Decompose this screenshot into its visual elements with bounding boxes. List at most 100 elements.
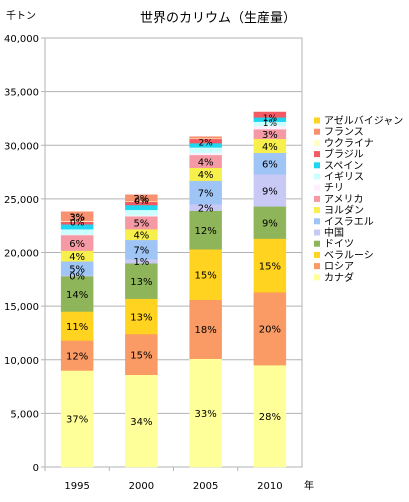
legend-swatch: [314, 229, 320, 236]
bar-segment: [125, 209, 158, 216]
bar-segment: [60, 340, 94, 371]
data-label: 12%: [66, 351, 88, 362]
bar-segment: [60, 211, 94, 222]
data-label: 15%: [195, 270, 217, 281]
legend-swatch: [314, 117, 320, 124]
bar-segment: [125, 262, 158, 299]
data-label: 37%: [66, 415, 88, 426]
data-label: 15%: [130, 350, 152, 361]
bar-segment: [125, 374, 158, 468]
legend-swatch: [314, 274, 320, 281]
data-label-extra: 2%: [198, 139, 213, 149]
bar-segment: [253, 111, 287, 118]
y-tick-label: 25,000: [4, 195, 39, 206]
bar-segment: [60, 311, 94, 341]
legend-swatch: [314, 207, 320, 214]
y-tick-label: 15,000: [4, 302, 39, 313]
legend-entry: ブラジル: [324, 148, 364, 161]
bar-segment: [60, 228, 94, 235]
legend: アゼルバイジャンフランスウクライナブラジルスペインイギリスチリアメリカヨルダンイ…: [314, 115, 403, 284]
y-tick-label: 35,000: [4, 88, 39, 99]
bar-segment: [253, 173, 287, 207]
data-label: 13%: [130, 277, 152, 288]
data-label: 15%: [259, 261, 281, 272]
legend-swatch: [314, 128, 320, 135]
bars-layer: [60, 111, 287, 468]
data-label-extra: 0%: [134, 197, 149, 207]
data-label: 0%: [69, 272, 85, 283]
data-label: 33%: [195, 409, 217, 420]
data-label-extra: 0%: [70, 219, 85, 229]
data-label-extra: 3%: [70, 214, 85, 224]
legend-swatch: [314, 184, 320, 191]
data-label: 28%: [259, 412, 281, 423]
legend-swatch: [314, 162, 320, 169]
bar-segment: [60, 275, 94, 312]
data-label: 2%: [198, 203, 214, 214]
data-label: 9%: [262, 186, 278, 197]
y-tick-label: 0: [33, 463, 39, 474]
x-tick-label: 2005: [193, 481, 218, 492]
data-label: 7%: [133, 245, 149, 256]
data-label-extra: 1%: [263, 119, 278, 129]
legend-entry: ウクライナ: [324, 137, 374, 149]
data-label: 12%: [195, 226, 217, 237]
bar-segment: [189, 152, 222, 156]
axis-layer: 0 5,000 10,000 15,000 20,000 25,000 30,000 35,0…: [4, 34, 283, 492]
legend-entry: ベラルーシ: [324, 249, 374, 261]
legend-entry: イスラエル: [324, 216, 374, 228]
legend-entry: カナダ: [324, 271, 354, 284]
legend-swatch: [314, 240, 320, 247]
data-label: 5%: [69, 264, 85, 275]
bar-labels-layer: 37%12%11%14%0%5%4%6%3%3%0%34%15%13%13%1%…: [66, 114, 281, 428]
x-tick-label: 2000: [129, 481, 154, 492]
bar-segment: [189, 136, 222, 139]
data-label: 11%: [66, 322, 88, 333]
bar-segment: [60, 370, 94, 468]
legend-swatch: [314, 173, 320, 180]
data-label: 4%: [198, 170, 214, 181]
legend-entry: アゼルバイジャン: [324, 115, 403, 127]
legend-entry: チリ: [324, 182, 344, 194]
y-tick-label: 40,000: [4, 34, 39, 45]
legend-entry: ロシア: [324, 262, 354, 273]
data-label: 2%: [133, 194, 149, 205]
y-tick-label: 10,000: [4, 356, 39, 367]
data-label: 6%: [69, 239, 85, 250]
legend-swatch: [314, 139, 320, 146]
data-label: 9%: [262, 218, 278, 229]
data-label: 34%: [130, 417, 152, 428]
data-label: 14%: [66, 290, 88, 301]
legend-swatch: [314, 251, 320, 258]
data-label: 1%: [133, 257, 149, 268]
legend-entry: スペイン: [324, 161, 363, 172]
bar-segment: [125, 333, 158, 376]
data-label: 3%: [262, 130, 278, 141]
data-label: 4%: [133, 230, 149, 241]
bar-segment: [125, 194, 158, 202]
x-axis-unit-label: 年: [304, 479, 314, 492]
bar-segment: [253, 291, 287, 366]
bar-segment: [125, 298, 158, 335]
y-axis-unit-label: 千トン: [6, 10, 36, 22]
legend-entry: 中国: [324, 226, 344, 239]
bar-segment: [253, 364, 287, 468]
bar-segment: [189, 210, 222, 250]
legend-entry: フランス: [324, 126, 364, 138]
legend-swatch: [314, 151, 320, 158]
data-label: 3%: [69, 212, 85, 223]
legend-entry: ドイツ: [324, 239, 354, 250]
x-tick-label: 2010: [257, 481, 282, 492]
legend-swatch: [314, 195, 320, 202]
data-label: 6%: [262, 159, 278, 170]
bar-segment: [253, 206, 287, 239]
data-label: 13%: [130, 312, 152, 323]
data-label: 4%: [262, 142, 278, 153]
legend-swatch: [314, 263, 320, 270]
data-label-extra: 1%: [263, 114, 278, 124]
chart-title: 世界のカリウム（生産量）: [140, 10, 296, 26]
bar-segment: [189, 249, 222, 300]
data-label: 18%: [195, 325, 217, 336]
bar-segment: [253, 238, 287, 293]
